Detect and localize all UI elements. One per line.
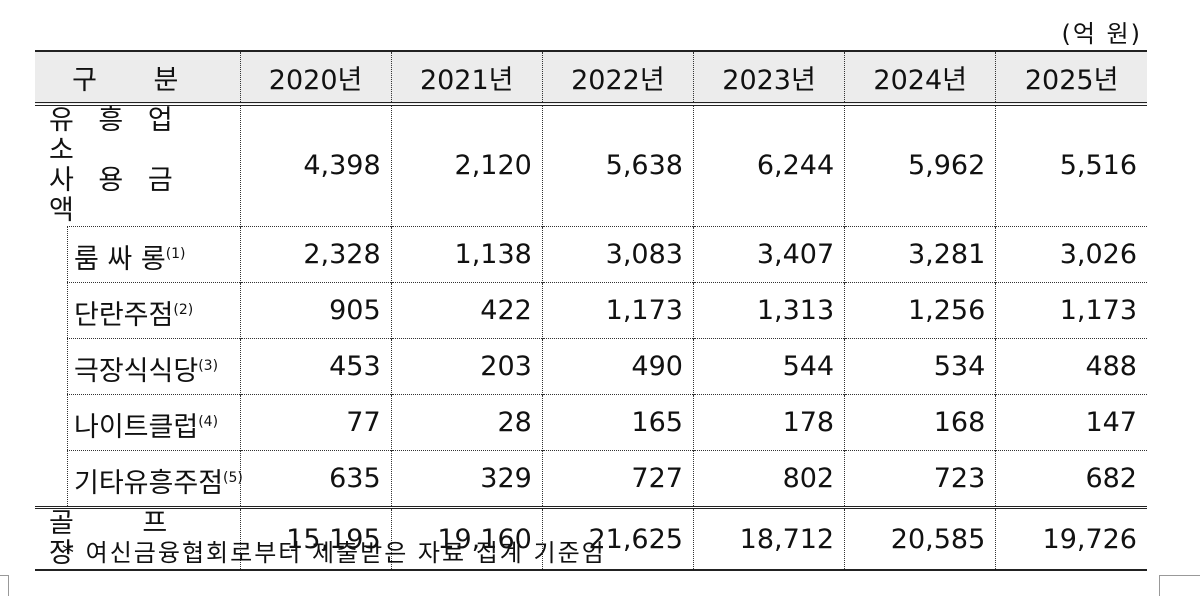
table-row: 단란주점(2) 905 422 1,173 1,313 1,256 1,173	[35, 281, 1147, 338]
value-cell: 203	[390, 337, 543, 394]
header-row: 구 분 2020년 2021년 2022년 2023년 2024년 2025년	[35, 50, 1147, 106]
unit-label: (억 원)	[1061, 20, 1142, 48]
value-cell: 20,585	[844, 506, 996, 571]
row-label-note: (5)	[223, 470, 243, 486]
value-cell: 422	[390, 281, 543, 338]
value-cell: 4,398	[239, 104, 392, 226]
table-row: 골 프 장 15,195 19,160 21,625 18,712 20,585 19,72…	[35, 506, 1147, 571]
row-label-line: 사 용 금 액	[49, 165, 181, 226]
value-cell: 1,173	[995, 281, 1147, 338]
value-cell: 905	[239, 281, 392, 338]
row-label-box: 나이트클럽(4)	[67, 394, 240, 450]
header-cell: 2022년	[541, 50, 694, 106]
row-label-box: 기타유흥주점(5)	[67, 450, 243, 506]
row-label-note: (2)	[173, 302, 194, 318]
row-label: 단란주점(2)	[35, 282, 240, 338]
row-label-text: 기타유흥주점	[74, 468, 224, 499]
value-cell: 6,244	[692, 104, 845, 226]
table-row: 룸 싸 롱(1) 2,328 1,138 3,083 3,407 3,281 3,026	[35, 225, 1147, 282]
header-cell: 2021년	[390, 50, 543, 106]
table-row: 기타유흥주점(5) 635 329 727 802 723 682	[35, 449, 1147, 508]
value-cell: 682	[995, 449, 1147, 508]
value-cell: 168	[844, 393, 996, 450]
row-label-text: 룸 싸 롱	[74, 244, 166, 275]
row-label-text: 극장식식당	[74, 356, 199, 387]
row-label-note: (1)	[165, 246, 186, 262]
corner-mark	[1159, 575, 1200, 596]
value-cell: 544	[692, 337, 845, 394]
value-cell: 77	[239, 393, 392, 450]
value-cell: 5,962	[844, 104, 996, 226]
value-cell: 2,120	[390, 104, 543, 226]
header-cell: 2024년	[844, 50, 996, 106]
row-label: 나이트클럽(4)	[35, 394, 240, 450]
value-cell: 488	[995, 337, 1147, 394]
value-cell: 2,328	[239, 225, 392, 282]
row-label: 극장식식당(3)	[35, 338, 240, 394]
value-cell: 5,638	[541, 104, 694, 226]
row-label-text: 단란주점	[74, 300, 174, 331]
value-cell: 18,712	[692, 506, 845, 571]
header-cell: 2020년	[239, 50, 392, 106]
value-cell: 3,407	[692, 225, 845, 282]
row-label-box: 단란주점(2)	[67, 282, 240, 338]
table-row: 나이트클럽(4) 77 28 165 178 168 147	[35, 393, 1147, 450]
value-cell: 635	[239, 449, 392, 508]
value-cell: 453	[239, 337, 392, 394]
value-cell: 28	[390, 393, 543, 450]
value-cell: 3,281	[844, 225, 996, 282]
header-cell: 2023년	[692, 50, 845, 106]
value-cell: 3,083	[541, 225, 694, 282]
value-cell: 1,313	[692, 281, 845, 338]
footnote: * 여신금융협회로부터 제출받은 자료 집계 기준임	[62, 539, 606, 567]
corner-mark	[0, 575, 9, 596]
value-cell: 165	[541, 393, 694, 450]
value-cell: 534	[844, 337, 996, 394]
header-cell: 구 분	[35, 50, 240, 106]
value-cell: 21,625	[541, 506, 694, 571]
value-cell: 1,173	[541, 281, 694, 338]
row-label-box: 극장식식당(3)	[67, 338, 240, 394]
value-cell: 147	[995, 393, 1147, 450]
row-label: 골 프 장	[35, 506, 240, 571]
value-cell: 802	[692, 449, 845, 508]
value-cell: 329	[390, 449, 543, 508]
row-label-note: (3)	[198, 358, 219, 374]
value-cell: 1,138	[390, 225, 543, 282]
table-row: 극장식식당(3) 453 203 490 544 534 488	[35, 337, 1147, 394]
value-cell: 15,195	[239, 506, 392, 571]
row-label-box: 룸 싸 롱(1)	[67, 226, 240, 282]
row-label-text: 나이트클럽	[74, 412, 199, 443]
value-cell: 3,026	[995, 225, 1147, 282]
value-cell: 723	[844, 449, 996, 508]
header-cell: 2025년	[995, 50, 1147, 106]
row-label-note: (4)	[198, 414, 219, 430]
row-label-line: 유 흥 업 소	[49, 105, 181, 166]
row-label: 기타유흥주점(5)	[35, 450, 243, 508]
data-table: 구 분 2020년 2021년 2022년 2023년 2024년 2025년 유 흥 업 …	[35, 50, 1147, 571]
value-cell: 5,516	[995, 104, 1147, 226]
value-cell: 178	[692, 393, 845, 450]
value-cell: 490	[541, 337, 694, 394]
value-cell: 19,726	[995, 506, 1147, 571]
value-cell: 1,256	[844, 281, 996, 338]
value-cell: 19,160	[390, 506, 543, 571]
row-label: 룸 싸 롱(1)	[35, 226, 240, 282]
value-cell: 727	[541, 449, 694, 508]
